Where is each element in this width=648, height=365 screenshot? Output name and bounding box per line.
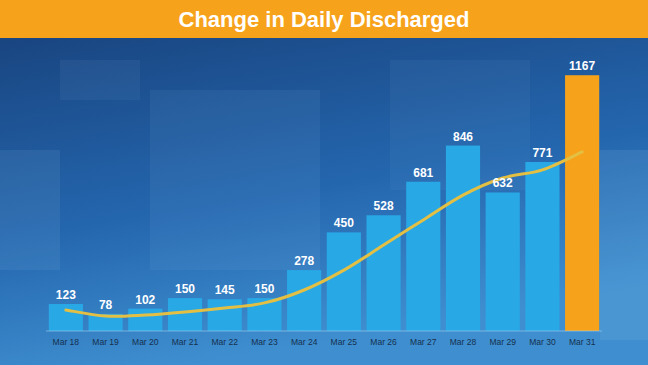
data-label: 846 [453, 130, 473, 144]
data-label: 150 [175, 282, 195, 296]
bar [128, 309, 162, 331]
x-tick-label: Mar 22 [211, 337, 238, 347]
x-tick-label: Mar 30 [529, 337, 556, 347]
data-label: 528 [374, 199, 394, 213]
background-shape [600, 150, 648, 340]
x-tick-label: Mar 19 [92, 337, 119, 347]
x-tick-label: Mar 31 [569, 337, 596, 347]
bar [327, 232, 361, 331]
title: Change in Daily Discharged [179, 7, 470, 32]
data-label: 123 [56, 288, 76, 302]
bar [446, 146, 480, 331]
x-tick-label: Mar 23 [251, 337, 278, 347]
data-label: 78 [99, 298, 113, 312]
data-label: 632 [493, 176, 513, 190]
data-label: 278 [294, 254, 314, 268]
data-label: 771 [532, 146, 552, 160]
labels: 123 78 102 150 145 150 278 450 528 681 846 632 771 11… [53, 59, 596, 347]
x-tick-label: Mar 25 [331, 337, 358, 347]
x-tick-label: Mar 20 [132, 337, 159, 347]
background-shape [0, 150, 60, 270]
bar [486, 192, 520, 331]
data-label: 681 [413, 166, 433, 180]
x-tick-label: Mar 18 [53, 337, 80, 347]
data-label: 450 [334, 216, 354, 230]
bar [565, 75, 599, 331]
x-tick-label: Mar 26 [370, 337, 397, 347]
bar [366, 215, 400, 331]
x-tick-label: Mar 27 [410, 337, 437, 347]
bar [49, 304, 83, 331]
x-tick-label: Mar 29 [489, 337, 516, 347]
bar [287, 270, 321, 331]
baseline [46, 331, 602, 332]
bar [406, 182, 440, 331]
x-tick-label: Mar 24 [291, 337, 318, 347]
data-label: 1167 [569, 59, 595, 73]
data-label: 150 [254, 282, 274, 296]
background-shape [150, 90, 320, 270]
background-shape [60, 60, 140, 100]
x-tick-label: Mar 28 [450, 337, 477, 347]
bar [168, 298, 202, 331]
plot-area [49, 75, 599, 331]
bar [525, 162, 559, 331]
data-label: 145 [215, 283, 235, 297]
background [0, 0, 648, 365]
x-tick-label: Mar 21 [172, 337, 199, 347]
title-banner [0, 0, 648, 38]
data-label: 102 [135, 293, 155, 307]
chart: Change in Daily Discharged 123 78 102 150 145… [0, 0, 648, 365]
bar [208, 299, 242, 331]
trend-line [66, 152, 582, 316]
